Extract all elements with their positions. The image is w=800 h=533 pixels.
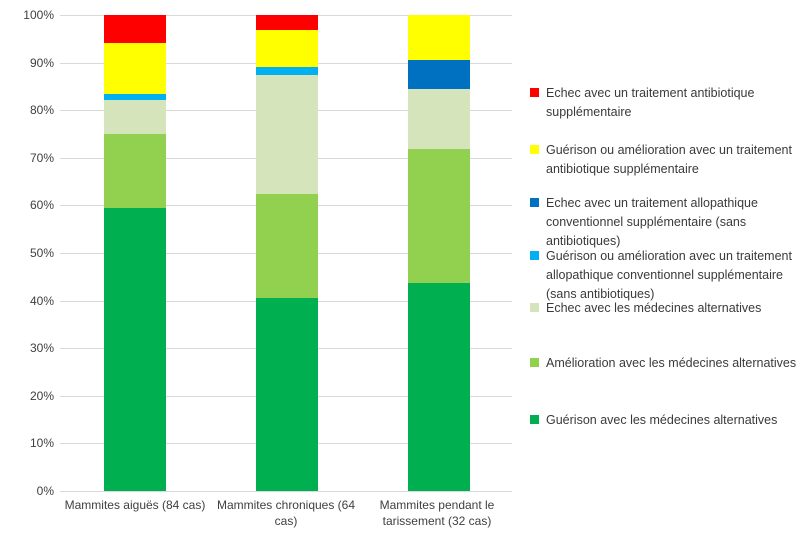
legend: Echec avec un traitement antibiotique su… — [530, 70, 798, 435]
y-axis-tick-label: 10% — [29, 436, 54, 451]
legend-swatch — [530, 88, 539, 97]
bar-segment — [104, 207, 166, 491]
legend-swatch — [530, 145, 539, 154]
bar-segment — [104, 15, 166, 44]
legend-item: Echec avec un traitement antibiotique su… — [530, 84, 798, 122]
y-axis-tick-label: 70% — [29, 150, 54, 165]
legend-swatch — [530, 198, 539, 207]
legend-item: Echec avec les médecines alternatives — [530, 299, 798, 318]
bar-0 — [104, 15, 166, 491]
gridline — [60, 491, 512, 492]
y-axis-tick-label: 20% — [29, 388, 54, 403]
legend-item: Guérison ou amélioration avec un traitem… — [530, 141, 798, 179]
x-axis-label: Mammites aiguës (84 cas) — [64, 498, 206, 512]
x-axis-label: Mammites pendant le tarissement (32 cas) — [379, 498, 495, 528]
legend-label: Echec avec un traitement allopathique co… — [546, 196, 758, 248]
y-axis-tick-label: 60% — [29, 198, 54, 213]
legend-item: Guérison avec les médecines alternatives — [530, 411, 798, 430]
bar-segment — [104, 43, 166, 95]
bar-segment — [104, 134, 166, 208]
legend-swatch — [530, 303, 539, 312]
y-axis-tick-label: 0% — [36, 484, 54, 498]
legend-item: Guérison ou amélioration avec un traitem… — [530, 247, 798, 304]
legend-label: Guérison ou amélioration avec un traitem… — [546, 143, 792, 176]
y-axis-tick-label: 90% — [29, 55, 54, 70]
bar-segment — [408, 15, 470, 60]
bar-segment — [256, 193, 318, 298]
bar-segment — [408, 89, 470, 149]
bar-segment — [256, 74, 318, 194]
y-axis-tick-label: 30% — [29, 341, 54, 356]
y-axis-tick-label: 40% — [29, 293, 54, 308]
legend-label: Echec avec un traitement antibiotique su… — [546, 86, 755, 119]
legend-swatch — [530, 251, 539, 260]
bar-1 — [256, 15, 318, 491]
bar-segment — [104, 100, 166, 134]
legend-label: Echec avec les médecines alternatives — [546, 301, 762, 315]
plot-area — [60, 15, 512, 492]
bar-segment — [256, 67, 318, 75]
bar-segment — [256, 29, 318, 68]
legend-label: Guérison ou amélioration avec un traitem… — [546, 249, 792, 301]
bar-segment — [408, 148, 470, 283]
bar-segment — [408, 59, 470, 90]
bar-segment — [408, 282, 470, 491]
legend-label: Amélioration avec les médecines alternat… — [546, 356, 797, 370]
legend-swatch — [530, 358, 539, 367]
x-axis-label: Mammites chroniques (64 cas) — [216, 498, 356, 528]
legend-item: Echec avec un traitement allopathique co… — [530, 194, 798, 251]
bar-segment — [256, 15, 318, 30]
legend-swatch — [530, 415, 539, 424]
y-axis-tick-label: 80% — [29, 103, 54, 118]
bar-segment — [256, 297, 318, 491]
y-axis-tick-label: 50% — [29, 246, 54, 260]
legend-item: Amélioration avec les médecines alternat… — [530, 354, 798, 373]
legend-label: Guérison avec les médecines alternatives — [546, 413, 778, 427]
bar-segment — [104, 94, 166, 101]
bar-2 — [408, 15, 470, 491]
y-axis-tick-label: 100% — [23, 8, 54, 22]
